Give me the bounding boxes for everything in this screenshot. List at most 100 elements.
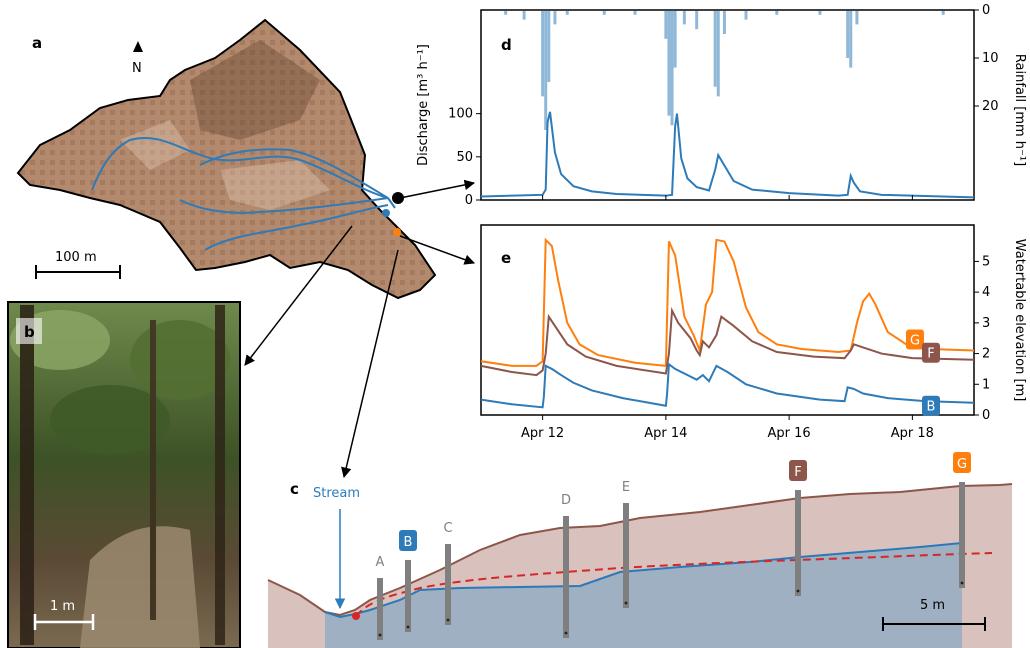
series-badge-f: F — [922, 342, 940, 363]
badge-bg — [922, 342, 940, 363]
well-pipe — [405, 560, 411, 632]
north-arrow-icon — [133, 41, 143, 52]
well-sensor — [624, 601, 628, 605]
connector-arrows — [244, 179, 476, 479]
well-label: B — [404, 535, 413, 550]
x-tick-label: Apr 14 — [644, 426, 687, 441]
panel-label-a: a — [32, 34, 42, 52]
well-g-marker — [393, 228, 401, 236]
panel-d-discharge-chart: d 0 50 100 0 10 20 Discharge [m³ h⁻¹] Rainfa… — [416, 3, 1027, 208]
arrow-to-b — [244, 225, 353, 366]
y-tick-label: 5 — [982, 254, 990, 269]
well-pipe — [563, 516, 569, 638]
panel-label-e: e — [501, 249, 511, 267]
badge-bg — [906, 329, 924, 350]
well-badge — [953, 452, 971, 473]
map-scale-label: 100 m — [55, 250, 97, 265]
discharge-series — [480, 111, 975, 199]
badge-label: F — [927, 347, 934, 362]
well-label: D — [561, 493, 571, 508]
well-label: G — [957, 457, 967, 472]
well-sensor — [960, 581, 964, 585]
well-label: F — [794, 465, 801, 480]
well-c: C — [443, 521, 453, 625]
date-x-ticks: Apr 12 Apr 14 Apr 16 Apr 18 — [521, 415, 934, 441]
y-tick-label: 50 — [456, 150, 473, 165]
watertable-line-g — [480, 237, 975, 367]
panel-d-frame — [480, 9, 975, 201]
rainfall-y-label: Rainfall [mm h⁻¹] — [1012, 54, 1027, 166]
well-sensor — [378, 633, 382, 637]
catchment-terrain — [16, 18, 437, 300]
panel-b-photo: b 1 m — [7, 301, 241, 648]
y-tick-label: 1 — [982, 377, 990, 392]
well-badge — [789, 460, 807, 481]
photo-scale-bar: 1 m — [33, 599, 95, 630]
well-pipe — [623, 503, 629, 608]
well-pipe — [377, 578, 383, 640]
discharge-line — [480, 111, 975, 199]
well-b: B — [399, 530, 417, 632]
badge-label: B — [927, 400, 936, 415]
stream-network — [91, 137, 396, 251]
panel-label-b-bg — [16, 318, 42, 344]
well-sensor — [564, 631, 568, 635]
watertable-line-f — [480, 306, 975, 377]
panel-e-watertable-chart: e 0 1 2 3 4 5 Apr 12 Apr 14 Apr 16 Apr 18 GF B Wa… — [480, 224, 1027, 441]
panel-a-map: a N 100 m — [16, 18, 437, 300]
arrow-to-d — [399, 179, 476, 199]
section-scale-label: 5 m — [920, 598, 945, 613]
well-e: E — [622, 480, 630, 608]
arrow-to-c — [341, 249, 399, 479]
well-sensor — [446, 618, 450, 622]
watertable-line-b — [480, 362, 975, 409]
y-tick-label: 0 — [982, 408, 990, 423]
well-label: A — [376, 555, 385, 570]
y-tick-label: 2 — [982, 347, 990, 362]
series-badge-b: B — [922, 395, 940, 416]
y-tick-label: 4 — [982, 285, 990, 300]
saturated-zone — [325, 543, 962, 648]
photo-scale-label: 1 m — [50, 599, 75, 614]
discharge-y-ticks: 0 50 100 — [448, 107, 913, 208]
well-pipe — [959, 482, 965, 588]
well-d: D — [561, 493, 571, 638]
discharge-y-label: Discharge [m³ h⁻¹] — [416, 44, 431, 166]
well-f: F — [789, 460, 807, 596]
x-tick-label: Apr 16 — [768, 426, 811, 441]
rainfall-y-ticks: 0 10 20 — [974, 3, 999, 114]
series-badge-g: G — [906, 329, 924, 350]
y-tick-label: 100 — [448, 107, 473, 122]
panel-label-d: d — [501, 36, 512, 54]
well-b-marker — [382, 209, 390, 217]
photo-vegetation — [10, 305, 230, 648]
gauge-marker — [392, 192, 404, 204]
badge-bg — [922, 395, 940, 416]
well-pipe — [795, 490, 801, 596]
well-g: G — [953, 452, 971, 588]
outlet-point — [352, 612, 360, 620]
section-scale-bar: 5 m — [882, 598, 986, 631]
y2-tick-label: 10 — [982, 51, 999, 66]
terrain-shading — [120, 40, 330, 210]
watertable-y-label: Watertable elevation [m] — [1012, 239, 1027, 402]
well-sensor — [796, 589, 800, 593]
panel-e-frame — [480, 224, 975, 416]
y2-tick-label: 0 — [982, 3, 990, 18]
well-pipe — [445, 544, 451, 625]
watertable-series — [480, 237, 975, 409]
y-tick-label: 3 — [982, 316, 990, 331]
panel-c-cross-section: c Stream A B C D E F G 5 m — [267, 452, 1013, 648]
wells: A B C D E F G — [376, 452, 971, 640]
series-labels: GF B — [906, 329, 940, 416]
well-sensor — [406, 625, 410, 629]
panel-label-b: b — [24, 323, 35, 341]
panel-label-c: c — [290, 480, 299, 498]
north-label: N — [132, 61, 142, 76]
well-badge — [399, 530, 417, 551]
stream-label: Stream — [313, 486, 360, 501]
well-label: C — [443, 521, 452, 536]
x-tick-label: Apr 18 — [891, 426, 934, 441]
x-tick-label: Apr 12 — [521, 426, 564, 441]
